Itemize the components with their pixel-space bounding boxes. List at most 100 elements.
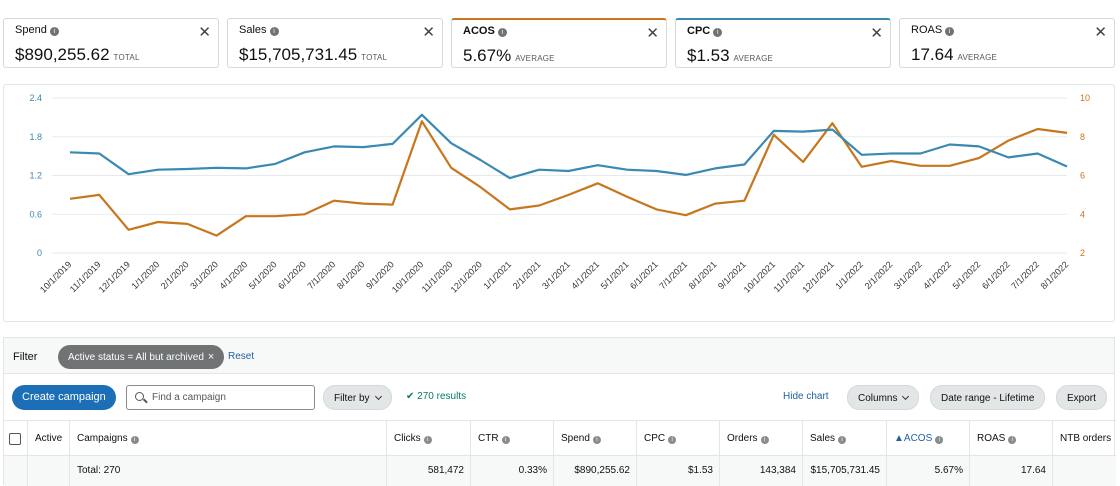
header-active[interactable]: Active xyxy=(27,421,69,455)
filter-label: Filter xyxy=(13,351,38,363)
hide-chart-link[interactable]: Hide chart xyxy=(783,391,829,402)
y-right-tick-label: 10 xyxy=(1080,93,1090,103)
x-tick-label: 2/1/2020 xyxy=(159,259,191,291)
y-left-tick-label: 1.8 xyxy=(29,132,42,142)
x-tick-label: 5/1/2022 xyxy=(951,259,983,291)
y-right-tick-label: 8 xyxy=(1080,132,1085,142)
metric-value: $890,255.62 TOTAL xyxy=(15,45,140,64)
header-spend[interactable]: Spend i xyxy=(553,421,636,455)
sort-ascending-icon: ▲ xyxy=(894,433,904,444)
x-tick-label: 6/1/2021 xyxy=(628,259,660,291)
filter-bar: Filter Active status = All but archived ×… xyxy=(4,338,1114,374)
columns-dropdown[interactable]: Columns xyxy=(847,385,920,410)
y-right-tick-label: 4 xyxy=(1080,209,1085,219)
metric-value: 17.64 AVERAGE xyxy=(911,45,998,64)
metric-value: $15,705,731.45 TOTAL xyxy=(239,45,388,64)
total-roas: 17.64 xyxy=(969,456,1052,486)
header-clicks[interactable]: Clicks i xyxy=(386,421,470,455)
close-icon[interactable]: ✕ xyxy=(422,24,435,41)
metric-tile-roas[interactable]: ROAS i ✕ 17.64 AVERAGE xyxy=(899,18,1115,68)
info-icon: i xyxy=(945,27,955,36)
total-ntb-orders xyxy=(1052,456,1116,486)
export-button[interactable]: Export xyxy=(1056,385,1107,410)
metric-name: Sales i xyxy=(239,24,279,36)
active-status-filter-chip[interactable]: Active status = All but archived × xyxy=(58,345,225,369)
close-icon[interactable]: ✕ xyxy=(646,25,659,42)
info-icon: i xyxy=(423,436,432,444)
metric-tile-sales[interactable]: Sales i ✕ $15,705,731.45 TOTAL xyxy=(227,18,443,68)
total-spend: $890,255.62 xyxy=(553,456,636,486)
info-icon: i xyxy=(130,436,139,444)
series-line-cpc xyxy=(69,113,1068,180)
info-icon: i xyxy=(713,28,723,37)
series-line-acos xyxy=(69,120,1068,237)
info-icon: i xyxy=(1008,436,1017,444)
x-tick-label: 12/1/2021 xyxy=(800,259,835,294)
x-tick-label: 1/1/2022 xyxy=(833,259,865,291)
chevron-down-icon xyxy=(902,392,910,401)
chevron-down-icon xyxy=(374,392,382,401)
metric-value: $1.53 AVERAGE xyxy=(687,46,774,65)
x-tick-label: 8/1/2022 xyxy=(1039,259,1071,291)
info-icon: i xyxy=(760,436,769,444)
x-tick-label: 12/1/2019 xyxy=(97,259,132,294)
close-icon[interactable]: ✕ xyxy=(870,25,883,42)
x-tick-label: 6/1/2022 xyxy=(980,259,1012,291)
filter-by-dropdown[interactable]: Filter by xyxy=(323,385,392,410)
header-sales[interactable]: Sales i xyxy=(802,421,886,455)
select-all-checkbox[interactable] xyxy=(9,433,21,445)
y-left-tick-label: 0.6 xyxy=(29,209,42,219)
y-left-tick-label: 0 xyxy=(37,248,42,258)
x-tick-label: 5/1/2020 xyxy=(247,259,279,291)
header-cpc[interactable]: CPC i xyxy=(636,421,719,455)
close-icon[interactable]: ✕ xyxy=(1094,24,1107,41)
table-header-row: Active Campaigns i Clicks i CTR i Spend i CP… xyxy=(4,420,1116,456)
search-icon xyxy=(135,392,144,401)
results-count: ✔ 270 results xyxy=(406,391,467,402)
total-cpc: $1.53 xyxy=(636,456,719,486)
metric-tile-acos[interactable]: ACOS i ✕ 5.67% AVERAGE xyxy=(451,18,667,68)
x-tick-label: 4/1/2021 xyxy=(569,259,601,291)
total-sales: $15,705,731.45 xyxy=(802,456,886,486)
campaign-panel: Filter Active status = All but archived ×… xyxy=(3,337,1116,486)
x-tick-label: 4/1/2020 xyxy=(218,259,250,291)
info-icon: i xyxy=(49,27,59,36)
x-tick-label: 4/1/2022 xyxy=(921,259,953,291)
metric-name: ROAS i xyxy=(911,24,955,36)
select-all-cell xyxy=(4,421,27,455)
header-campaigns[interactable]: Campaigns i xyxy=(69,421,386,455)
info-icon: i xyxy=(935,436,944,444)
table-total-row: Total: 270 581,472 0.33% $890,255.62 $1.… xyxy=(4,456,1116,486)
x-tick-label: 2/1/2021 xyxy=(511,259,543,291)
campaign-search-input[interactable]: Find a campaign xyxy=(126,385,315,410)
header-ntb-orders[interactable]: NTB orders xyxy=(1052,421,1116,455)
metric-tile-cpc[interactable]: CPC i ✕ $1.53 AVERAGE xyxy=(675,18,891,68)
header-roas[interactable]: ROAS i xyxy=(969,421,1052,455)
metric-tile-spend[interactable]: Spend i ✕ $890,255.62 TOTAL xyxy=(3,18,219,68)
x-tick-label: 6/1/2020 xyxy=(276,259,308,291)
close-icon[interactable]: ✕ xyxy=(198,24,211,41)
header-ctr[interactable]: CTR i xyxy=(470,421,553,455)
reset-link[interactable]: Reset xyxy=(228,351,255,362)
x-tick-label: 10/1/2021 xyxy=(742,259,777,294)
x-tick-label: 3/1/2022 xyxy=(892,259,924,291)
x-tick-label: 3/1/2021 xyxy=(540,259,572,291)
close-icon[interactable]: × xyxy=(207,351,215,363)
total-active-cell xyxy=(27,456,69,486)
x-tick-label: 8/1/2020 xyxy=(335,259,367,291)
header-acos[interactable]: ▲ACOS i xyxy=(886,421,969,455)
info-icon: i xyxy=(838,436,847,444)
header-orders[interactable]: Orders i xyxy=(719,421,802,455)
x-tick-label: 10/1/2019 xyxy=(38,259,73,294)
x-tick-label: 10/1/2020 xyxy=(390,259,425,294)
x-tick-label: 7/1/2022 xyxy=(1009,259,1041,291)
info-icon: i xyxy=(497,28,507,37)
date-range-button[interactable]: Date range - Lifetime xyxy=(930,385,1046,410)
info-icon: i xyxy=(501,436,510,444)
search-placeholder: Find a campaign xyxy=(152,392,226,403)
check-icon: ✔ xyxy=(406,391,415,402)
info-icon: i xyxy=(592,436,601,444)
total-acos: 5.67% xyxy=(886,456,969,486)
create-campaign-button[interactable]: Create campaign xyxy=(12,385,116,410)
metric-value: 5.67% AVERAGE xyxy=(463,46,555,65)
